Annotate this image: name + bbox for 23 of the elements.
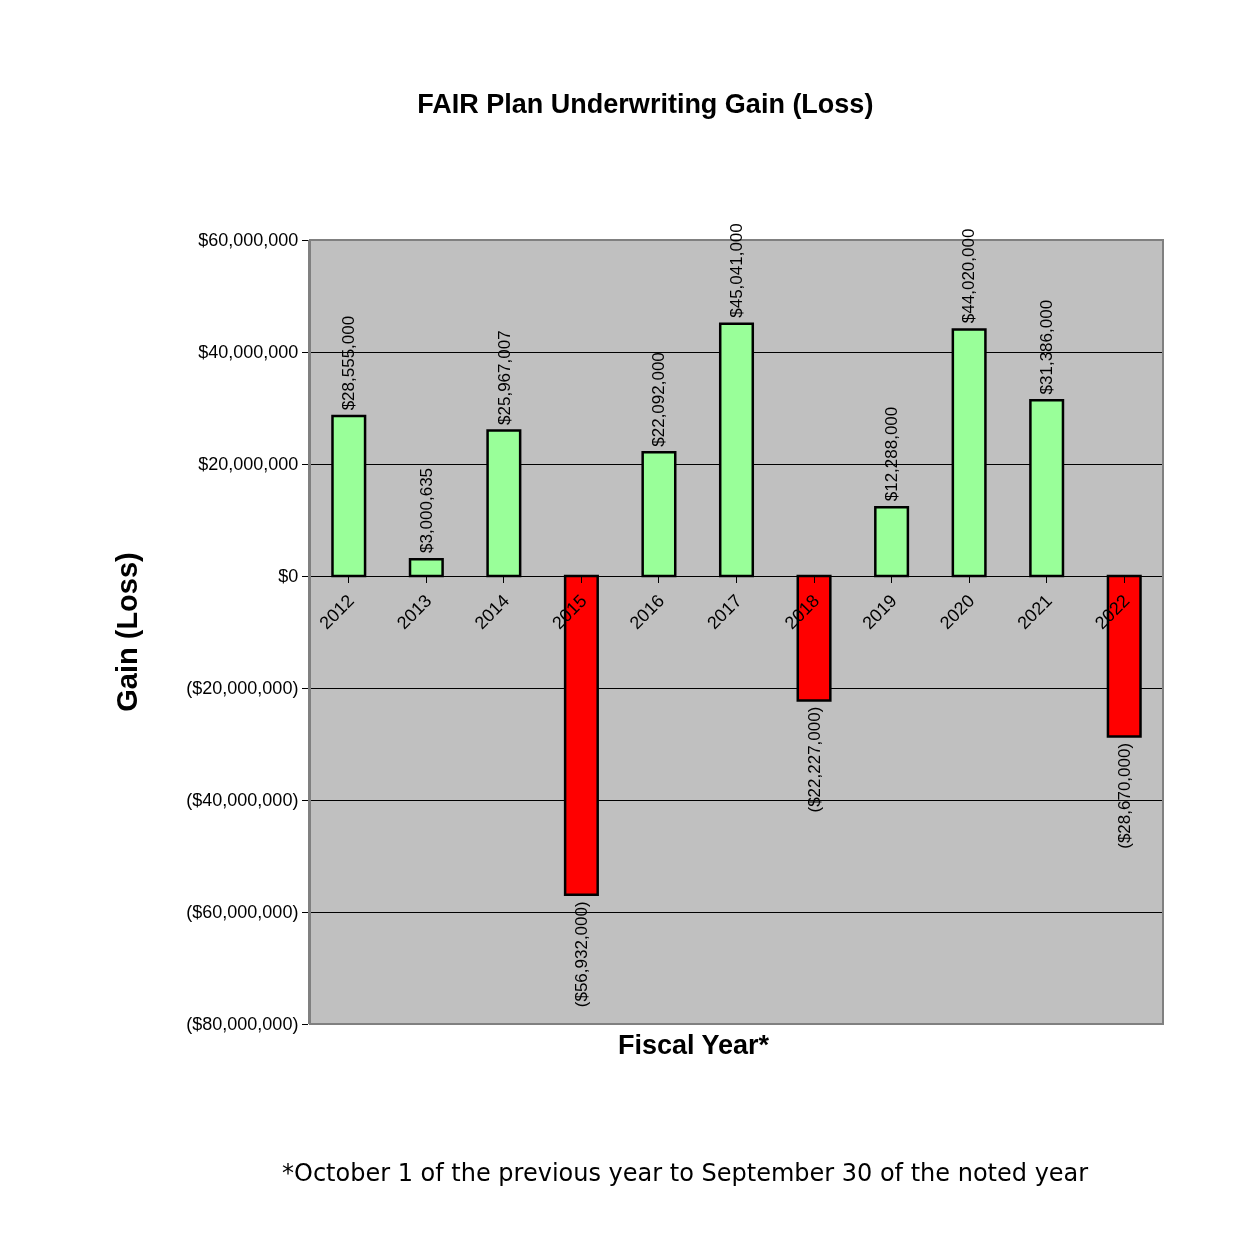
- text: *October 1 of the previous year to September 30 of the noted year: [282, 1159, 1089, 1187]
- data-label: $12,288,000: [881, 406, 901, 502]
- data-label: $3,000,635: [416, 467, 436, 554]
- y-tick-label: $20,000,000: [198, 454, 299, 475]
- data-label: ($28,670,000): [1114, 742, 1134, 849]
- y-tick-label: ($20,000,000): [186, 678, 299, 699]
- y-tick-label: ($40,000,000): [186, 790, 299, 811]
- y-tick-label: ($80,000,000): [186, 1014, 299, 1035]
- data-label: ($22,227,000): [804, 706, 824, 813]
- data-label: ($56,932,000): [571, 901, 591, 1008]
- data-label: $44,020,000: [959, 228, 979, 324]
- x-axis-title: Fiscal Year*: [618, 1030, 770, 1060]
- y-axis-title: Gain (Loss): [111, 552, 144, 712]
- data-label: $45,041,000: [727, 223, 747, 318]
- data-label: $25,967,007: [494, 330, 514, 425]
- y-tick-label: $40,000,000: [198, 342, 299, 363]
- data-label: $28,555,000: [339, 315, 359, 411]
- data-label: $22,092,000: [649, 352, 669, 447]
- y-tick-label: $60,000,000: [198, 230, 299, 251]
- chart-title: FAIR Plan Underwriting Gain (Loss): [417, 89, 874, 120]
- data-label: $31,386,000: [1036, 299, 1056, 395]
- y-tick-label: ($60,000,000): [186, 902, 299, 923]
- y-tick-label: $0: [278, 566, 299, 587]
